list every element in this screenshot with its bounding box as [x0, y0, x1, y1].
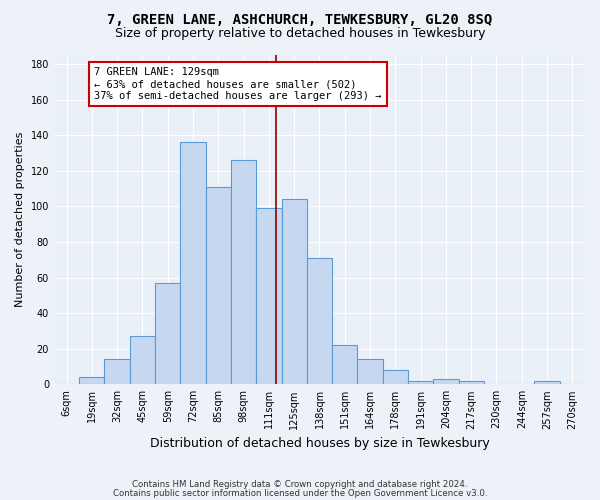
Text: Size of property relative to detached houses in Tewkesbury: Size of property relative to detached ho… [115, 28, 485, 40]
Bar [155, 283, 181, 384]
Bar [104, 360, 130, 384]
Bar [383, 370, 408, 384]
Text: 7 GREEN LANE: 129sqm
← 63% of detached houses are smaller (502)
37% of semi-deta: 7 GREEN LANE: 129sqm ← 63% of detached h… [94, 68, 382, 100]
Bar [535, 380, 560, 384]
Y-axis label: Number of detached properties: Number of detached properties [15, 132, 25, 308]
Text: Contains HM Land Registry data © Crown copyright and database right 2024.: Contains HM Land Registry data © Crown c… [132, 480, 468, 489]
X-axis label: Distribution of detached houses by size in Tewkesbury: Distribution of detached houses by size … [149, 437, 490, 450]
Bar [408, 380, 433, 384]
Bar [256, 208, 281, 384]
Text: 7, GREEN LANE, ASHCHURCH, TEWKESBURY, GL20 8SQ: 7, GREEN LANE, ASHCHURCH, TEWKESBURY, GL… [107, 12, 493, 26]
Bar [206, 186, 231, 384]
Bar [458, 380, 484, 384]
Bar [433, 379, 458, 384]
Bar [332, 345, 358, 385]
Bar [307, 258, 332, 384]
Bar [79, 377, 104, 384]
Bar [130, 336, 155, 384]
Bar [181, 142, 206, 384]
Bar [358, 360, 383, 384]
Bar [231, 160, 256, 384]
Bar [281, 199, 307, 384]
Text: Contains public sector information licensed under the Open Government Licence v3: Contains public sector information licen… [113, 489, 487, 498]
